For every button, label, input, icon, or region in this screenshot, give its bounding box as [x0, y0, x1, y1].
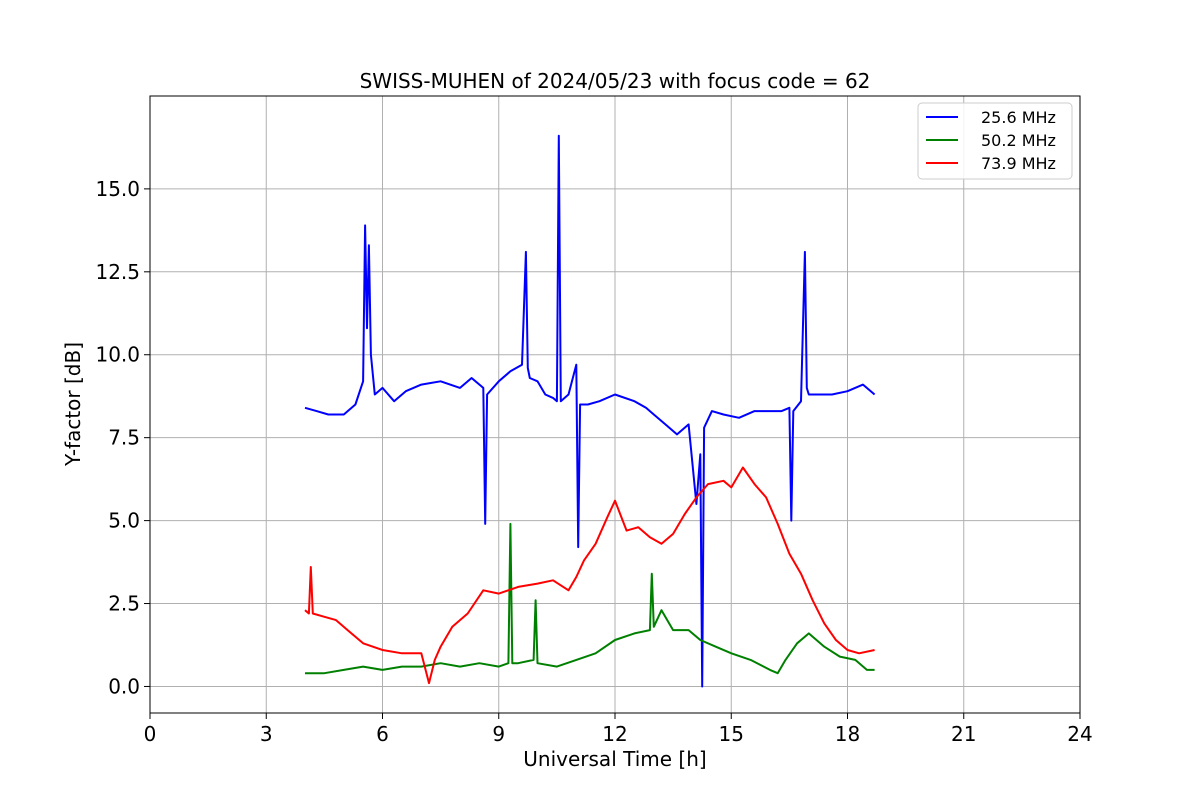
series-line-25-6-mhz — [304, 134, 876, 688]
x-tick-label: 15 — [719, 722, 744, 746]
y-tick-label: 15.0 — [95, 177, 140, 201]
y-axis-ticks: 0.0 2.5 5.0 7.5 10.0 12.5 15.0 — [95, 177, 150, 698]
x-tick-label: 12 — [602, 722, 627, 746]
legend-label: 25.6 MHz — [981, 108, 1056, 127]
legend-box — [917, 102, 1073, 180]
x-axis-ticks: 0 3 6 9 12 15 18 21 24 — [144, 713, 1093, 746]
x-tick-label: 18 — [835, 722, 860, 746]
x-tick-label: 0 — [144, 722, 157, 746]
x-tick-label: 21 — [951, 722, 976, 746]
x-axis-label: Universal Time [h] — [523, 747, 706, 771]
y-axis-label: Y-factor [dB] — [61, 342, 85, 467]
y-tick-label: 2.5 — [108, 592, 140, 616]
legend-label: 50.2 MHz — [981, 131, 1056, 150]
legend: 25.6 MHz 50.2 MHz 73.9 MHz — [917, 102, 1073, 180]
series-layer — [304, 134, 876, 688]
y-tick-label: 5.0 — [108, 509, 140, 533]
x-tick-label: 3 — [260, 722, 273, 746]
series-line-73-9-mhz — [304, 466, 875, 685]
y-tick-label: 10.0 — [95, 343, 140, 367]
chart-title: SWISS-MUHEN of 2024/05/23 with focus cod… — [360, 69, 871, 93]
legend-label: 73.9 MHz — [981, 154, 1056, 173]
series-line-50-2-mhz — [305, 522, 875, 675]
x-tick-label: 24 — [1067, 722, 1092, 746]
y-tick-label: 12.5 — [95, 260, 140, 284]
y-tick-label: 7.5 — [108, 426, 140, 450]
x-tick-label: 9 — [492, 722, 505, 746]
x-tick-label: 6 — [376, 722, 389, 746]
y-tick-label: 0.0 — [108, 674, 140, 698]
